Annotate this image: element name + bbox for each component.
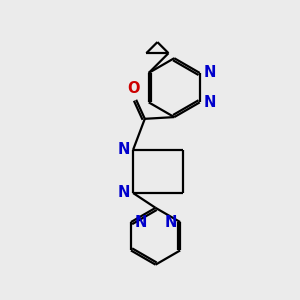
Text: N: N	[164, 214, 177, 230]
Text: N: N	[134, 214, 147, 230]
Text: N: N	[203, 95, 216, 110]
Text: N: N	[203, 65, 216, 80]
Text: O: O	[127, 81, 140, 96]
Text: N: N	[118, 185, 130, 200]
Text: N: N	[118, 142, 130, 158]
